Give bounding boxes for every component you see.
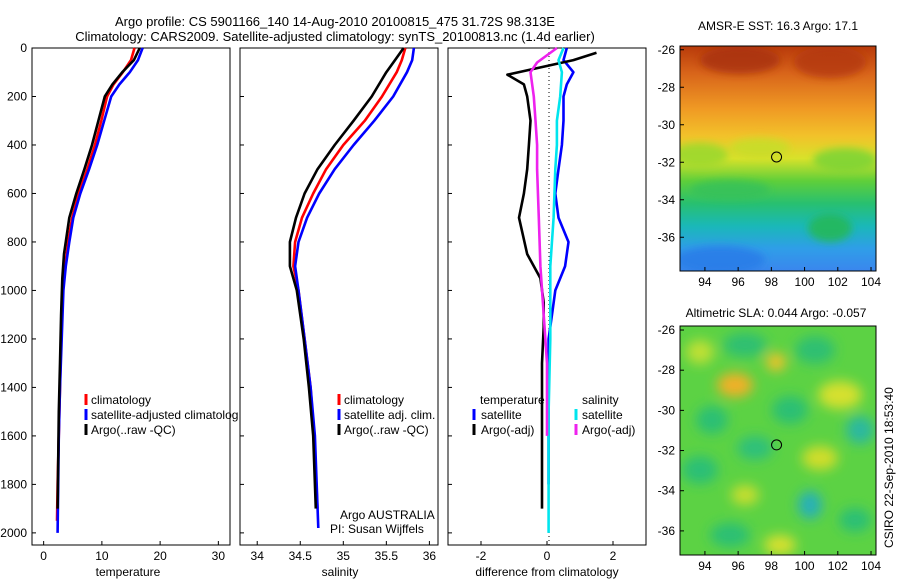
salinity-profile-xtick-label: 34: [251, 549, 265, 563]
figure-title-line2: Climatology: CARS2009. Satellite-adjuste…: [75, 29, 595, 44]
difference-profile-series-salinity-argo-adj: [529, 46, 558, 436]
sla-map-panel: Altimetric SLA: 0.044 Argo: -0.057: [658, 306, 882, 573]
amsr-sst-map-ytick-label: -36: [658, 230, 676, 244]
altimetric-sla-map-xtick-label: 104: [861, 559, 881, 573]
difference-legend-salinity-title: salinity: [582, 393, 619, 407]
amsr-sst-map-ytick-label: -32: [658, 155, 676, 169]
difference-legend-temperature-title: temperature: [480, 393, 545, 407]
amsr-sst-map-ytick-label: -30: [658, 118, 676, 132]
salinity-profile-xtick-label: 35.5: [375, 549, 399, 563]
altimetric-sla-map-xtick-label: 96: [731, 559, 745, 573]
salinity-legend-climatology: climatology: [344, 393, 404, 407]
temperature-xlabel: temperature: [96, 565, 161, 579]
difference-profile-xtick-label: 0: [544, 549, 551, 563]
salinity-annotation-line1: Argo AUSTRALIA: [340, 508, 435, 522]
difference-legend-temp-argo: Argo(-adj): [481, 423, 534, 437]
temperature-profile-xtick-label: 10: [95, 549, 109, 563]
temperature-profile-ytick-label: 0: [20, 41, 27, 55]
temperature-profile-ytick-label: 1600: [0, 429, 27, 443]
salinity-annotation-line2: PI: Susan Wijffels: [330, 522, 424, 536]
altimetric-sla-map-xtick-label: 98: [765, 559, 779, 573]
altimetric-sla-map-ytick-label: -34: [658, 484, 676, 498]
amsr-sst-map-xtick-label: 104: [861, 275, 881, 289]
temperature-profile-xtick-label: 30: [212, 549, 226, 563]
amsr-sst-map-ytick-label: -26: [658, 43, 676, 57]
temperature-profile-ytick-label: 1200: [0, 332, 27, 346]
altimetric-sla-map-xtick-label: 100: [795, 559, 815, 573]
amsr-sst-map-xtick-label: 98: [765, 275, 779, 289]
salinity-legend-argo: Argo(..raw -QC): [344, 423, 429, 437]
amsr-sst-map-xtick-label: 100: [795, 275, 815, 289]
amsr-sst-map-ytick-label: -34: [658, 193, 676, 207]
difference-profile-series-salinity-satellite: [547, 47, 565, 533]
difference-panel: -2 0 2 difference from climatology tempera…: [447, 46, 647, 579]
salinity-profile-series-climatology: [292, 47, 407, 509]
temperature-panel: 0 10 20 30 0 200 400 600 800 1000 1200 1400 1600 1800…: [0, 41, 238, 579]
altimetric-sla-map-xtick-label: 102: [828, 559, 848, 573]
salinity-legend: climatology satellite adj. clim. Argo(..…: [337, 393, 435, 437]
temperature-profile-xtick-label: 20: [153, 549, 167, 563]
altimetric-sla-map-ytick-label: -30: [658, 403, 676, 417]
sla-map-title: Altimetric SLA: 0.044 Argo: -0.057: [686, 306, 867, 320]
difference-legend-sal-argo: Argo(-adj): [582, 423, 635, 437]
sst-argo-location-marker: [771, 151, 783, 163]
difference-legend-sal-satellite: satellite: [582, 408, 623, 422]
altimetric-sla-map-ytick-label: -32: [658, 444, 676, 458]
amsr-sst-map-xtick-label: 94: [698, 275, 712, 289]
temperature-profile-ytick-label: 1000: [0, 283, 27, 297]
salinity-profile-series-argo: [288, 47, 405, 509]
footer-credit: CSIRO 22-Sep-2010 18:53:40: [882, 387, 896, 548]
temperature-profile-ytick-label: 200: [7, 89, 27, 103]
sst-map-panel: AMSR-E SST: 16.3 Argo: 17.1 94 96 98 100 102…: [658, 19, 882, 289]
salinity-profile-xtick-label: 35: [337, 549, 351, 563]
temperature-profile-ytick-label: 400: [7, 138, 27, 152]
figure-title-line1: Argo profile: CS 5901166_140 14-Aug-2010…: [115, 14, 555, 29]
amsr-sst-map-ytick-label: -28: [658, 80, 676, 94]
difference-legend-temp-satellite: satellite: [481, 408, 522, 422]
temperature-profile-ytick-label: 800: [7, 235, 27, 249]
sla-map-frame: [679, 325, 877, 556]
temperature-plot-frame: [31, 47, 231, 546]
difference-profile-xtick-label: -2: [476, 549, 487, 563]
amsr-sst-map-xtick-label: 96: [731, 275, 745, 289]
salinity-profile-xtick-label: 34.5: [289, 549, 313, 563]
difference-profile-series-temperature-argo-adj: [506, 51, 597, 509]
temperature-legend-argo: Argo(..raw -QC): [91, 423, 176, 437]
temperature-legend-climatology: climatology: [91, 393, 151, 407]
salinity-plot-frame: [239, 47, 439, 546]
salinity-profile-xtick-label: 36: [423, 549, 437, 563]
temperature-profile-series-argo: [56, 47, 141, 509]
sst-map-frame: [679, 45, 877, 272]
altimetric-sla-map-ytick-label: -28: [658, 363, 676, 377]
temperature-profile-ytick-label: 1800: [0, 477, 27, 491]
temperature-profile-ytick-label: 2000: [0, 526, 27, 540]
altimetric-sla-map-ytick-label: -36: [658, 524, 676, 538]
altimetric-sla-map-xtick-label: 94: [698, 559, 712, 573]
salinity-legend-satellite: satellite adj. clim.: [344, 408, 435, 422]
sla-argo-location-marker: [771, 439, 783, 451]
sst-heatmap: [680, 46, 876, 271]
sst-map-title: AMSR-E SST: 16.3 Argo: 17.1: [698, 19, 858, 33]
difference-profile-series-temperature-satellite: [547, 47, 575, 485]
salinity-xlabel: salinity: [322, 565, 359, 579]
amsr-sst-map-xtick-label: 102: [828, 275, 848, 289]
temperature-profile-ytick-label: 600: [7, 186, 27, 200]
temperature-profile-series-climatology: [55, 47, 136, 521]
difference-xlabel: difference from climatology: [475, 565, 618, 579]
temperature-legend-satellite: satellite-adjusted climatolog: [91, 408, 238, 422]
temperature-legend: climatology satellite-adjusted climatolo…: [84, 393, 238, 437]
temperature-profile-ytick-label: 1400: [0, 380, 27, 394]
difference-legend: temperature salinity satellite Argo(-adj…: [472, 393, 635, 437]
difference-plot-frame: [447, 47, 647, 546]
altimetric-sla-map-ytick-label: -26: [658, 323, 676, 337]
temperature-profile-xtick-label: 0: [40, 549, 47, 563]
salinity-panel: 34 34.5 35 35.5 36 salinity climatology sate…: [239, 47, 439, 579]
difference-profile-xtick-label: 2: [610, 549, 617, 563]
